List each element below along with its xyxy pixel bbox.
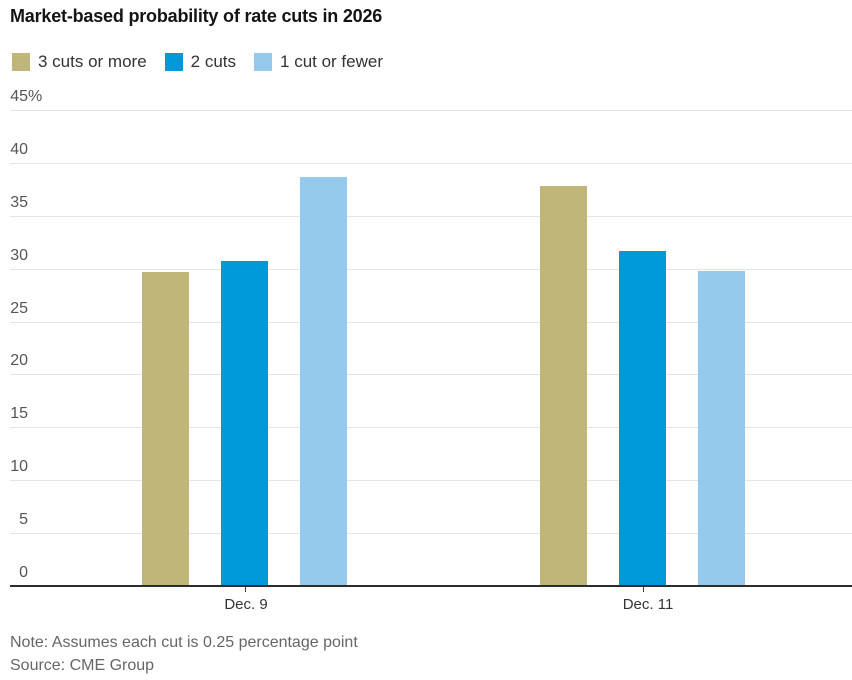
bar-3-cuts-or-more-dec-9 (142, 271, 189, 587)
gridline-5 (10, 533, 852, 535)
gridline-25 (10, 321, 852, 323)
chart-footer: Note: Assumes each cut is 0.25 percentag… (10, 631, 358, 677)
y-axis-label-5: 5 (19, 511, 28, 529)
x-axis-tick (643, 587, 644, 592)
gridline-15 (10, 427, 852, 429)
y-axis-label-30: 30 (10, 246, 28, 264)
legend-swatch-3-cuts-or-more (12, 53, 30, 71)
chart-source: Source: CME Group (10, 657, 155, 674)
y-axis-label-15: 15 (10, 405, 28, 423)
legend-swatch-1-cut-or-fewer (254, 53, 273, 71)
bar-2-cuts-dec-11 (619, 250, 666, 587)
legend-label: 2 cuts (190, 52, 237, 71)
chart-note: Note: Assumes each cut is 0.25 percentag… (10, 634, 358, 651)
gridline-35 (10, 215, 852, 217)
y-axis-label-35: 35 (10, 193, 28, 211)
y-axis-label-10: 10 (10, 458, 28, 476)
legend-label: 1 cut or fewer (280, 52, 384, 71)
chart-title: Market-based probability of rate cuts in… (10, 6, 383, 26)
y-axis-label-20: 20 (10, 352, 28, 370)
y-axis-label-40: 40 (10, 140, 28, 158)
legend-item-3-cuts-or-more: 3 cuts or more (12, 52, 147, 72)
gridline-45 (10, 110, 852, 111)
legend-swatch-2-cuts (164, 53, 183, 71)
x-axis-label-dec-9: Dec. 9 (224, 596, 268, 613)
bar-2-cuts-dec-9 (221, 261, 268, 587)
bar-group-dec-11 (540, 186, 745, 587)
legend: 3 cuts or more 2 cuts 1 cut or fewer (12, 52, 383, 72)
gridline-30 (10, 268, 852, 270)
gridline-40 (10, 162, 852, 164)
bar-1-cut-or-fewer-dec-9 (300, 176, 347, 587)
y-axis-label-45: 45% (10, 88, 43, 105)
x-axis: Dec. 9 Dec. 11 (0, 587, 852, 623)
legend-item-2-cuts: 2 cuts (164, 52, 237, 72)
gridline-20 (10, 374, 852, 376)
x-axis-label-dec-11: Dec. 11 (622, 596, 674, 613)
bar-1-cut-or-fewer-dec-11 (698, 270, 745, 587)
bar-group-dec-9 (142, 176, 347, 587)
legend-label: 3 cuts or more (38, 52, 147, 71)
x-axis-tick (245, 587, 246, 592)
legend-item-1-cut-or-fewer: 1 cut or fewer (254, 52, 383, 72)
y-axis-label-25: 25 (10, 299, 28, 317)
plot-area: 0 5 10 15 20 25 30 35 40 45% (0, 88, 852, 587)
x-axis-baseline (10, 585, 852, 587)
y-axis-label-0: 0 (19, 564, 28, 581)
gridline-10 (10, 480, 852, 482)
bar-3-cuts-or-more-dec-11 (540, 186, 587, 587)
